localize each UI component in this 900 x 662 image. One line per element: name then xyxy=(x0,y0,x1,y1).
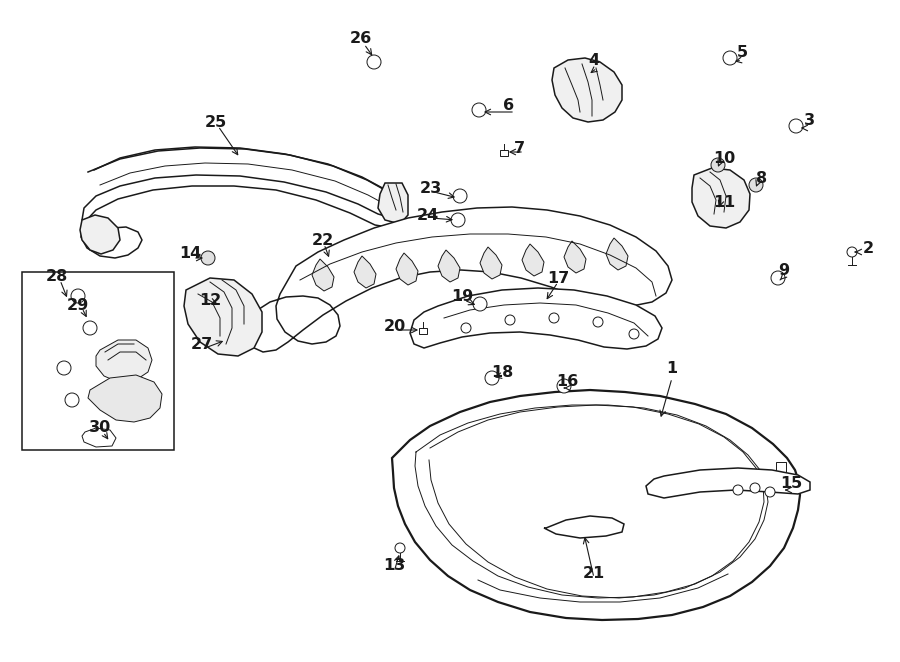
Circle shape xyxy=(367,55,381,69)
Text: 21: 21 xyxy=(583,567,605,581)
Circle shape xyxy=(765,487,775,497)
Polygon shape xyxy=(544,516,624,538)
Polygon shape xyxy=(552,58,622,122)
Text: 6: 6 xyxy=(503,97,515,113)
Polygon shape xyxy=(184,278,262,356)
Text: 29: 29 xyxy=(67,297,89,312)
Polygon shape xyxy=(392,390,800,620)
Text: 22: 22 xyxy=(312,232,334,248)
Text: 30: 30 xyxy=(89,420,111,436)
Circle shape xyxy=(83,321,97,335)
Text: 2: 2 xyxy=(862,240,874,256)
Polygon shape xyxy=(564,241,586,273)
Text: 13: 13 xyxy=(382,559,405,573)
Polygon shape xyxy=(410,288,662,349)
Circle shape xyxy=(65,393,79,407)
Polygon shape xyxy=(396,253,418,285)
Text: 20: 20 xyxy=(384,318,406,334)
Text: 8: 8 xyxy=(756,171,768,185)
Polygon shape xyxy=(96,340,152,382)
Text: 7: 7 xyxy=(513,140,525,156)
Circle shape xyxy=(505,315,515,325)
Circle shape xyxy=(723,51,737,65)
Text: 17: 17 xyxy=(547,271,569,285)
Circle shape xyxy=(593,317,603,327)
Text: 4: 4 xyxy=(589,52,599,68)
Polygon shape xyxy=(522,244,544,276)
Text: 5: 5 xyxy=(736,44,748,60)
Polygon shape xyxy=(480,247,502,279)
Text: 23: 23 xyxy=(420,181,442,195)
Circle shape xyxy=(461,323,471,333)
Circle shape xyxy=(771,271,785,285)
Polygon shape xyxy=(312,259,334,291)
Polygon shape xyxy=(776,462,786,472)
Polygon shape xyxy=(82,428,116,447)
Polygon shape xyxy=(354,256,376,288)
Polygon shape xyxy=(606,238,628,270)
Text: 28: 28 xyxy=(46,269,68,283)
Circle shape xyxy=(557,379,571,393)
Circle shape xyxy=(472,103,486,117)
Circle shape xyxy=(57,361,71,375)
Circle shape xyxy=(395,543,405,553)
Text: 18: 18 xyxy=(491,365,513,379)
Polygon shape xyxy=(80,215,120,254)
Text: 9: 9 xyxy=(778,263,789,277)
Text: 1: 1 xyxy=(666,361,678,375)
FancyBboxPatch shape xyxy=(22,272,174,450)
Circle shape xyxy=(733,485,743,495)
Polygon shape xyxy=(246,207,672,352)
Text: 14: 14 xyxy=(179,246,201,261)
Bar xyxy=(500,150,508,156)
Polygon shape xyxy=(692,168,750,228)
Text: 12: 12 xyxy=(199,293,221,308)
Circle shape xyxy=(711,158,725,172)
Circle shape xyxy=(485,371,499,385)
Circle shape xyxy=(71,289,85,303)
Text: 26: 26 xyxy=(350,30,372,46)
Polygon shape xyxy=(646,468,810,498)
Circle shape xyxy=(453,189,467,203)
Bar xyxy=(419,328,427,334)
Polygon shape xyxy=(88,375,162,422)
Text: 24: 24 xyxy=(417,207,439,222)
Circle shape xyxy=(201,251,215,265)
Circle shape xyxy=(629,329,639,339)
Circle shape xyxy=(451,213,465,227)
Text: 19: 19 xyxy=(451,289,473,303)
Text: 11: 11 xyxy=(713,195,735,209)
Circle shape xyxy=(847,247,857,257)
Text: 15: 15 xyxy=(780,477,802,491)
Text: 16: 16 xyxy=(556,373,578,389)
Circle shape xyxy=(749,178,763,192)
Polygon shape xyxy=(378,183,408,224)
Text: 10: 10 xyxy=(713,150,735,166)
Text: 3: 3 xyxy=(804,113,814,128)
Polygon shape xyxy=(438,250,460,282)
Circle shape xyxy=(549,313,559,323)
Circle shape xyxy=(473,297,487,311)
Text: 25: 25 xyxy=(205,115,227,130)
Text: 27: 27 xyxy=(191,336,213,352)
Circle shape xyxy=(750,483,760,493)
Circle shape xyxy=(789,119,803,133)
